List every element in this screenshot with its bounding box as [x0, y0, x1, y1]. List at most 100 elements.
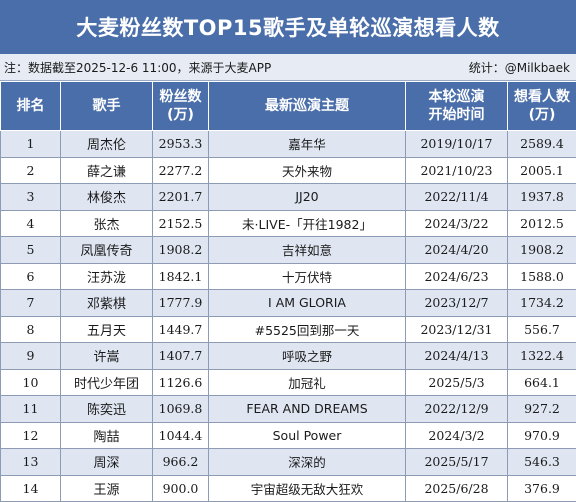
cell-theme: 十万伏特 — [209, 263, 406, 290]
cell-theme: FEAR AND DREAMS — [209, 396, 406, 423]
cell-rank: 12 — [1, 422, 61, 449]
cell-want: 1734.2 — [508, 290, 576, 317]
cell-fans: 2152.5 — [153, 210, 209, 237]
cell-start: 2025/6/28 — [406, 475, 508, 502]
cell-rank: 1 — [1, 131, 61, 158]
cell-fans: 1069.8 — [153, 396, 209, 423]
cell-singer: 林俊杰 — [61, 184, 153, 211]
cell-start: 2019/10/17 — [406, 131, 508, 158]
cell-theme: 加冠礼 — [209, 369, 406, 396]
header-rank: 排名 — [1, 82, 61, 131]
cell-theme: I AM GLORIA — [209, 290, 406, 317]
cell-rank: 10 — [1, 369, 61, 396]
cell-singer: 陶喆 — [61, 422, 153, 449]
cell-start: 2023/12/31 — [406, 316, 508, 343]
header-want: 想看人数 (万) — [508, 82, 576, 131]
cell-want: 556.7 — [508, 316, 576, 343]
cell-singer: 五月天 — [61, 316, 153, 343]
cell-fans: 2953.3 — [153, 131, 209, 158]
cell-start: 2022/12/9 — [406, 396, 508, 423]
cell-start: 2022/11/4 — [406, 184, 508, 211]
cell-singer: 邓紫棋 — [61, 290, 153, 317]
cell-theme: 嘉年华 — [209, 131, 406, 158]
header-want-line1: 想看人数 — [508, 88, 576, 106]
cell-singer: 周深 — [61, 449, 153, 476]
cell-theme: 天外来物 — [209, 157, 406, 184]
cell-fans: 2277.2 — [153, 157, 209, 184]
header-start: 本轮巡演 开始时间 — [406, 82, 508, 131]
cell-start: 2024/3/22 — [406, 210, 508, 237]
cell-rank: 9 — [1, 343, 61, 370]
cell-theme: 吉祥如意 — [209, 237, 406, 264]
cell-theme: 呼吸之野 — [209, 343, 406, 370]
cell-start: 2024/6/23 — [406, 263, 508, 290]
cell-fans: 900.0 — [153, 475, 209, 502]
cell-want: 664.1 — [508, 369, 576, 396]
cell-start: 2021/10/23 — [406, 157, 508, 184]
cell-want: 2012.5 — [508, 210, 576, 237]
note-row: 注：数据截至2025-12-6 11:00，来源于大麦APP 统计：@Milkb… — [0, 54, 576, 81]
page-title: 大麦粉丝数TOP15歌手及单轮巡演想看人数 — [0, 0, 576, 54]
ranking-table: 排名 歌手 粉丝数 (万) 最新巡演主题 本轮巡演 开始时间 想看人数 (万) … — [0, 81, 576, 502]
header-fans-line1: 粉丝数 — [153, 88, 208, 106]
cell-rank: 2 — [1, 157, 61, 184]
cell-rank: 11 — [1, 396, 61, 423]
cell-rank: 5 — [1, 237, 61, 264]
cell-want: 2589.4 — [508, 131, 576, 158]
cell-want: 970.9 — [508, 422, 576, 449]
cell-fans: 1449.7 — [153, 316, 209, 343]
source-note: 注：数据截至2025-12-6 11:00，来源于大麦APP — [4, 59, 271, 76]
cell-rank: 8 — [1, 316, 61, 343]
cell-fans: 1407.7 — [153, 343, 209, 370]
header-start-line2: 开始时间 — [406, 106, 507, 124]
cell-fans: 1777.9 — [153, 290, 209, 317]
cell-fans: 1044.4 — [153, 422, 209, 449]
cell-rank: 14 — [1, 475, 61, 502]
cell-want: 1908.2 — [508, 237, 576, 264]
cell-theme: 未·LIVE-「开往1982」 — [209, 210, 406, 237]
cell-start: 2024/3/2 — [406, 422, 508, 449]
cell-fans: 1126.6 — [153, 369, 209, 396]
header-fans: 粉丝数 (万) — [153, 82, 209, 131]
header-singer: 歌手 — [61, 82, 153, 131]
cell-singer: 凤凰传奇 — [61, 237, 153, 264]
cell-singer: 时代少年团 — [61, 369, 153, 396]
cell-want: 1588.0 — [508, 263, 576, 290]
cell-theme: Soul Power — [209, 422, 406, 449]
cell-theme: #5525回到那一天 — [209, 316, 406, 343]
cell-theme: 宇宙超级无敌大狂欢 — [209, 475, 406, 502]
cell-rank: 7 — [1, 290, 61, 317]
cell-fans: 1842.1 — [153, 263, 209, 290]
header-want-line2: (万) — [508, 106, 576, 124]
cell-theme: JJ20 — [209, 184, 406, 211]
cell-fans: 1908.2 — [153, 237, 209, 264]
table-header-row: 排名 歌手 粉丝数 (万) 最新巡演主题 本轮巡演 开始时间 想看人数 (万) — [1, 82, 576, 131]
cell-start: 2024/4/20 — [406, 237, 508, 264]
cell-want: 546.3 — [508, 449, 576, 476]
cell-start: 2025/5/3 — [406, 369, 508, 396]
cell-want: 927.2 — [508, 396, 576, 423]
cell-want: 2005.1 — [508, 157, 576, 184]
cell-want: 376.9 — [508, 475, 576, 502]
header-start-line1: 本轮巡演 — [406, 88, 507, 106]
header-theme: 最新巡演主题 — [209, 82, 406, 131]
cell-singer: 周杰伦 — [61, 131, 153, 158]
cell-rank: 6 — [1, 263, 61, 290]
cell-rank: 3 — [1, 184, 61, 211]
cell-singer: 许嵩 — [61, 343, 153, 370]
cell-start: 2024/4/13 — [406, 343, 508, 370]
cell-start: 2025/5/17 — [406, 449, 508, 476]
cell-want: 1322.4 — [508, 343, 576, 370]
